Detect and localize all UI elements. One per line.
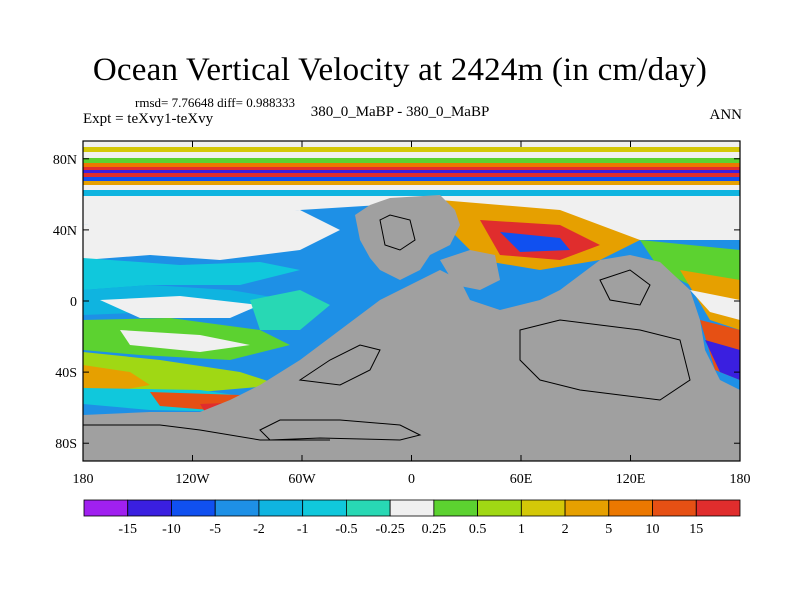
x-tick-label: 120E (616, 472, 646, 487)
colorbar-swatch (695, 499, 741, 517)
colorbar-label: 0.5 (469, 522, 487, 537)
axis-ticks: 180 120W 60W 0 60E 120E 180 80N 40N 0 40S 80S (53, 141, 751, 487)
colorbar-swatch (345, 499, 391, 517)
colorbar-label: 0.25 (422, 522, 447, 537)
colorbar-swatch (652, 499, 697, 517)
y-tick-label: 0 (70, 295, 77, 310)
colorbar: -15 -10 -5 -2 -1 -0.5 -0.25 0.25 0.5 1 2 5 10 15 (83, 499, 741, 537)
experiment-label: Expt = teXvy1-teXvy (83, 111, 214, 127)
colorbar-swatch (83, 499, 129, 517)
field-patch (83, 365, 150, 392)
colorbar-swatch (477, 499, 522, 517)
field-band (83, 185, 740, 190)
colorbar-swatch (258, 499, 304, 517)
x-tick-label: 60W (288, 472, 316, 487)
field-patch (83, 210, 340, 260)
x-tick-label: 180 (73, 472, 94, 487)
field-patch (83, 258, 300, 290)
colorbar-label: -0.5 (335, 522, 357, 537)
colorbar-swatch (389, 499, 435, 517)
field-band (83, 167, 740, 170)
y-tick-label: 40S (55, 366, 77, 381)
field-band (83, 181, 740, 185)
colorbar-label: 2 (562, 522, 569, 537)
y-tick-label: 80S (55, 437, 77, 452)
land-mass-east (440, 250, 500, 290)
field-patch (250, 290, 330, 330)
x-tick-label: 60E (510, 472, 533, 487)
x-tick-label: 120W (175, 472, 210, 487)
colorbar-swatch (127, 499, 172, 517)
colorbar-swatch (171, 499, 216, 517)
x-tick-label: 0 (408, 472, 415, 487)
colorbar-swatch (520, 499, 566, 517)
x-tick-label: 180 (730, 472, 751, 487)
coastline (298, 344, 381, 386)
coastline (519, 319, 691, 401)
center-label: 380_0_MaBP - 380_0_MaBP (310, 104, 490, 120)
field-band (83, 190, 740, 196)
map-field (83, 141, 740, 461)
colorbar-label: -15 (118, 522, 137, 537)
field-patch (690, 290, 740, 320)
y-tick-label: 40N (53, 224, 77, 239)
colorbar-label: 15 (689, 522, 703, 537)
field-patch (705, 340, 740, 380)
coastline (259, 419, 422, 441)
coastlines (83, 214, 691, 441)
colorbar-label: 10 (646, 522, 660, 537)
colorbar-label: -0.25 (376, 522, 405, 537)
colorbar-label: 5 (605, 522, 612, 537)
field-patch (500, 232, 570, 252)
colorbar-swatch (214, 499, 260, 517)
coastline (599, 269, 651, 306)
colorbar-swatch (564, 499, 610, 517)
land-mass-north (355, 195, 460, 280)
field-patch (120, 330, 250, 352)
land-mass-south (83, 255, 740, 461)
field-band (83, 152, 740, 158)
field-patch (100, 296, 260, 318)
field-band (83, 177, 740, 181)
colorbar-label: -2 (253, 522, 265, 537)
coastline (83, 424, 330, 441)
coastline (379, 214, 416, 251)
stats-line: rmsd= 7.76648 diff= 0.988333 (135, 95, 295, 110)
colorbar-swatch (302, 499, 347, 517)
colorbar-label: -10 (162, 522, 181, 537)
colorbar-swatch (608, 499, 653, 517)
land-mass (83, 195, 740, 461)
colorbar-label: -1 (297, 522, 309, 537)
chart-title: Ocean Vertical Velocity at 2424m (in cm/… (92, 52, 708, 88)
colorbar-label: -5 (209, 522, 221, 537)
y-tick-label: 80N (53, 153, 77, 168)
field-band (83, 158, 740, 163)
field-band (83, 163, 740, 167)
season-label: ANN (709, 107, 743, 123)
colorbar-swatch (433, 499, 479, 517)
field-band (83, 170, 740, 173)
colorbar-label: 1 (518, 522, 525, 537)
field-band (83, 147, 740, 152)
field-band (83, 173, 740, 177)
